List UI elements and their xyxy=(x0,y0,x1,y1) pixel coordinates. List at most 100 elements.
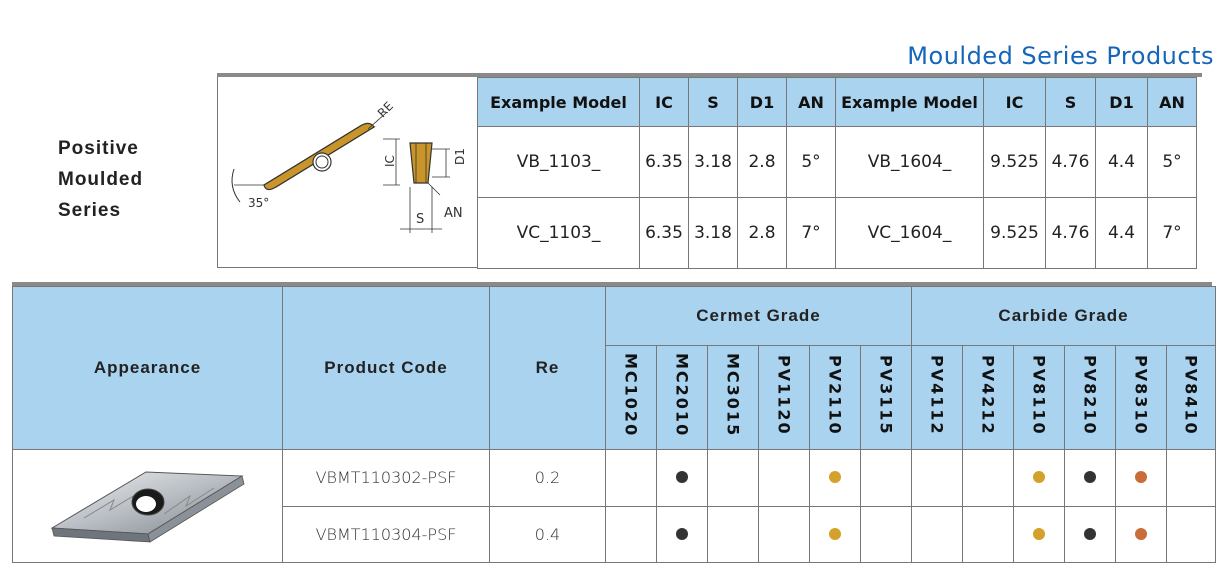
grade-header: PV3115 xyxy=(860,345,912,450)
availability-dot-gold xyxy=(1033,527,1045,540)
grade-label: MC3015 xyxy=(723,352,743,438)
availability-dot-gold xyxy=(829,471,841,484)
spec-header-cell: AN xyxy=(1147,77,1197,127)
grade-availability-cell xyxy=(707,449,759,507)
chipbreaker-lines xyxy=(83,487,214,519)
grade-header: PV8110 xyxy=(1013,345,1065,450)
availability-dot-copper xyxy=(1135,527,1147,540)
spec-header-cell: D1 xyxy=(1095,77,1148,127)
spec-cell: 9.525 xyxy=(983,126,1046,198)
availability-dot-gold xyxy=(1033,471,1045,484)
availability-dot-gold xyxy=(829,527,841,540)
spec-header-cell: Example Model xyxy=(477,77,640,127)
grade-availability-cell xyxy=(1166,505,1216,563)
grade-availability-cell xyxy=(656,505,708,563)
re-cell: 0.4 xyxy=(489,505,606,563)
product-table: Appearance Product Code Re Cermet Grade … xyxy=(12,286,1216,563)
spec-cell: 5° xyxy=(1147,126,1197,198)
side-label-line: Series xyxy=(58,200,122,221)
availability-dot-copper xyxy=(1135,471,1147,484)
grade-availability-cell xyxy=(707,505,759,563)
grade-availability-cell xyxy=(860,505,912,563)
spec-cell: 4.76 xyxy=(1045,126,1096,198)
spec-cell: 4.76 xyxy=(1045,197,1096,269)
insert-photo xyxy=(12,449,283,563)
grade-availability-cell xyxy=(1064,449,1116,507)
grade-availability-cell xyxy=(605,505,657,563)
grade-availability-cell xyxy=(809,505,861,563)
grade-header: MC3015 xyxy=(707,345,759,450)
side-label-line: Positive xyxy=(58,138,139,159)
grade-label: PV8310 xyxy=(1131,354,1151,436)
spec-header-cell: S xyxy=(688,77,738,127)
product-header-row: Appearance Product Code Re Cermet Grade … xyxy=(12,286,1216,450)
grade-availability-cell xyxy=(962,505,1014,563)
spec-cell: 5° xyxy=(786,126,836,198)
grade-availability-cell xyxy=(758,449,810,507)
product-code-cell: VBMT110304-PSF xyxy=(282,505,490,563)
grade-availability-cell xyxy=(1166,449,1216,507)
s-label: S xyxy=(416,212,424,227)
spec-cell: 4.4 xyxy=(1095,126,1148,198)
availability-dot-black xyxy=(1084,471,1096,484)
product-row: VBMT110304-PSF 0.4 xyxy=(13,505,1216,563)
grade-availability-cell xyxy=(1115,449,1167,507)
grade-header: PV4212 xyxy=(962,345,1014,450)
spec-header-row: Example Model IC S D1 AN Example Model I… xyxy=(477,77,1197,127)
cermet-grade-header: Cermet Grade xyxy=(605,286,912,346)
product-row: VBMT110302-PSF 0.2 xyxy=(12,449,1216,563)
spec-cell: 3.18 xyxy=(688,126,738,198)
appearance-header: Appearance xyxy=(12,286,283,450)
carbide-grade-header: Carbide Grade xyxy=(911,286,1216,346)
re-leader xyxy=(367,112,387,130)
angle-label: 35° xyxy=(248,196,269,210)
availability-dot-black xyxy=(676,471,688,484)
spec-cell: 6.35 xyxy=(639,126,689,198)
grade-availability-cell xyxy=(656,449,708,507)
spec-row: VB_1103_ 6.35 3.18 2.8 5° VB_1604_ 9.525… xyxy=(477,126,1197,198)
spec-cell: 3.18 xyxy=(688,197,738,269)
grade-header: MC1020 xyxy=(605,345,657,450)
re-header: Re xyxy=(489,286,606,450)
spec-cell: 2.8 xyxy=(737,126,787,198)
grade-availability-cell xyxy=(1064,505,1116,563)
grade-availability-cell xyxy=(1013,449,1065,507)
angle-arc xyxy=(231,168,241,203)
series-side-label: Positive Moulded Series xyxy=(58,133,143,226)
grade-header: PV4112 xyxy=(911,345,963,450)
grade-label: PV2110 xyxy=(825,354,845,436)
ic-label: IC xyxy=(383,155,397,167)
grade-label: PV8210 xyxy=(1080,354,1100,436)
availability-dot-black xyxy=(676,527,688,540)
insert-dimension-diagram: 35° RE IC D1 AN S xyxy=(217,77,478,268)
spec-cell: 6.35 xyxy=(639,197,689,269)
spec-header-cell: S xyxy=(1045,77,1096,127)
grade-label: PV8410 xyxy=(1181,354,1201,436)
spec-cell: VB_1604_ xyxy=(835,126,984,198)
insert-photo-svg xyxy=(49,471,244,543)
spec-table-rule xyxy=(217,73,1202,77)
spec-header-cell: D1 xyxy=(737,77,787,127)
grade-availability-cell xyxy=(605,449,657,507)
series-title: Moulded Series Products xyxy=(907,42,1214,70)
side-label-line: Moulded xyxy=(58,169,144,190)
spec-header-cell: IC xyxy=(639,77,689,127)
spec-cell: VB_1103_ xyxy=(477,126,640,198)
insert-hole-inner xyxy=(135,496,156,512)
spec-row: VC_1103_ 6.35 3.18 2.8 7° VC_1604_ 9.525… xyxy=(477,197,1197,269)
grade-header: PV8310 xyxy=(1115,345,1167,450)
re-cell: 0.2 xyxy=(489,449,606,507)
insert-side-view xyxy=(409,142,433,184)
spec-cell: 7° xyxy=(786,197,836,269)
grade-availability-cell xyxy=(758,505,810,563)
grade-availability-cell xyxy=(962,449,1014,507)
spec-cell: VC_1103_ xyxy=(477,197,640,269)
grade-availability-cell xyxy=(911,505,963,563)
grade-label: PV1120 xyxy=(774,354,794,436)
grade-availability-cell xyxy=(1013,505,1065,563)
product-table-rule xyxy=(12,282,1212,286)
insert-diagram-svg: 35° RE IC D1 AN S xyxy=(231,99,467,233)
grade-label: PV8110 xyxy=(1029,354,1049,436)
spec-header-cell: IC xyxy=(983,77,1046,127)
insert-hole-inner xyxy=(315,155,329,169)
